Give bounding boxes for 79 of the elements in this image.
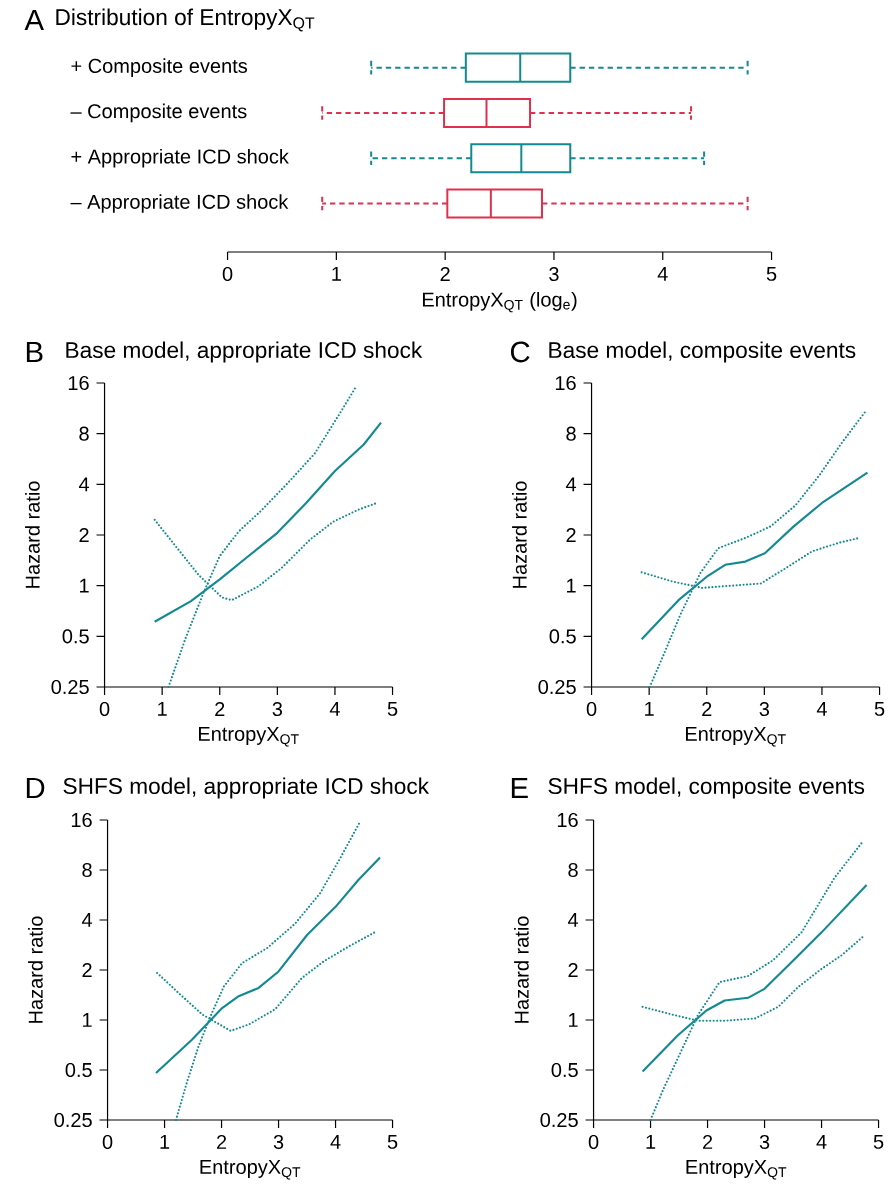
y-tick-label: 16 <box>72 812 92 828</box>
y-tick-label: 16 <box>69 375 89 391</box>
x-tick-label: 4 <box>330 701 341 716</box>
x-tick-label: 0 <box>99 701 110 717</box>
x-tick-label: 2 <box>440 266 450 281</box>
x-tick-label: 3 <box>549 266 559 282</box>
y-tick-label: 1 <box>569 1013 578 1027</box>
x-tick-label: 4 <box>816 1134 827 1149</box>
y-tick-label: 8 <box>566 426 576 441</box>
x-tick-label: 2 <box>703 1134 713 1149</box>
y-axis-title: Hazard ratio <box>514 916 529 1023</box>
y-axis-title: Hazard ratio <box>28 916 43 1023</box>
y-tick-label: 4 <box>566 477 577 492</box>
y-tick-label: 0.5 <box>549 629 577 644</box>
y-tick-label: 8 <box>79 426 89 441</box>
x-tick-label: 4 <box>817 701 828 716</box>
y-tick-label: 0.25 <box>54 1112 92 1128</box>
x-tick-label: 2 <box>215 701 225 716</box>
x-tick-label: 5 <box>767 266 777 281</box>
chart-title: Base model, appropriate ICD shock <box>66 341 423 363</box>
chart-title: SHFS model, composite events <box>548 777 865 799</box>
x-axis-title: EntropyX$_{QT}$ <box>200 1160 301 1180</box>
x-tick-label: 4 <box>330 1134 341 1149</box>
y-tick-label: 1 <box>567 578 576 593</box>
y-axis-title: Hazard ratio <box>512 481 527 588</box>
y-tick-label: + Appropriate ICD shock <box>71 148 290 168</box>
y-tick-label: 8 <box>568 862 578 878</box>
x-tick-label: 3 <box>759 1134 770 1150</box>
x-tick-label: 3 <box>759 701 770 717</box>
y-tick-label: 4 <box>82 913 93 927</box>
text: B <box>27 341 43 363</box>
text: E <box>512 777 529 799</box>
y-tick-label: – Composite events <box>70 103 247 123</box>
y-tick-label: 0.5 <box>65 1062 93 1078</box>
x-tick-label: 0 <box>586 701 597 717</box>
y-tick-label: + Composite events <box>71 58 248 77</box>
y-tick-label: 2 <box>79 528 89 542</box>
chart-title: Base model, composite events <box>549 341 856 363</box>
x-tick-label: 2 <box>702 701 712 716</box>
y-tick-label: 0.5 <box>551 1062 579 1078</box>
x-tick-label: 5 <box>388 701 398 716</box>
y-tick-label: 4 <box>568 913 579 927</box>
x-tick-label: 5 <box>874 1134 884 1149</box>
y-tick-label: 8 <box>82 862 92 878</box>
y-tick-label: 1 <box>83 1013 92 1027</box>
y-tick-label: 4 <box>79 477 90 492</box>
x-tick-label: 0 <box>102 1134 113 1150</box>
x-tick-label: 1 <box>646 1134 656 1149</box>
y-tick-label: 1 <box>80 578 89 593</box>
x-tick-label: 1 <box>645 701 654 716</box>
y-axis-title: Hazard ratio <box>25 481 40 588</box>
y-tick-label: 2 <box>568 963 578 977</box>
y-tick-label: 16 <box>558 812 578 828</box>
y-tick-label: 2 <box>82 963 92 977</box>
x-axis-title: EntropyX$_{QT}$ <box>686 1160 787 1180</box>
y-tick-label: 0.25 <box>51 679 89 695</box>
x-tick-label: 1 <box>332 266 342 281</box>
chart-title: Distribution of EntropyX$_{QT}$ <box>56 8 315 32</box>
y-tick-label: 2 <box>566 528 576 542</box>
x-tick-label: 0 <box>588 1134 599 1150</box>
y-tick-label: 0.5 <box>62 629 90 644</box>
x-axis-title: EntropyX$_{QT}$ <box>199 727 299 747</box>
text: A <box>24 9 45 31</box>
x-tick-label: 5 <box>388 1134 398 1149</box>
y-tick-label: – Appropriate ICD shock <box>70 194 289 213</box>
x-axis-title: EntropyX$_{QT}$ <box>686 727 786 747</box>
x-tick-label: 3 <box>273 1134 284 1150</box>
x-axis-title: EntropyX$_{QT}$ (log$_{e}$) <box>423 292 577 313</box>
x-tick-label: 0 <box>222 266 233 282</box>
chart-title: SHFS model, appropriate ICD shock <box>63 777 430 799</box>
text: C <box>511 341 530 363</box>
y-tick-label: 0.25 <box>538 679 576 695</box>
y-tick-label: 16 <box>556 375 576 391</box>
x-tick-label: 4 <box>657 266 668 281</box>
x-tick-label: 2 <box>217 1134 227 1149</box>
x-tick-label: 5 <box>875 701 885 716</box>
y-tick-label: 0.25 <box>540 1112 579 1128</box>
text: D <box>27 777 45 799</box>
x-tick-label: 3 <box>272 701 283 717</box>
